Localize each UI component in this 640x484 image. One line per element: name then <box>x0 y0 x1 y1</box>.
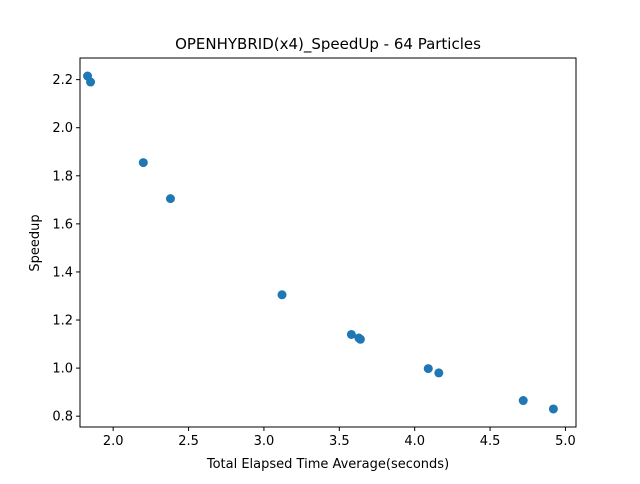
x-tick-label: 2.5 <box>178 434 199 449</box>
plot-area <box>83 71 558 414</box>
data-point <box>518 396 528 406</box>
x-tick-label: 4.5 <box>480 434 501 449</box>
y-axis: 0.8 1.0 1.2 1.4 1.6 1.8 2.0 2.2 <box>52 73 80 425</box>
x-tick-label: 3.0 <box>254 434 275 449</box>
chart-title: OPENHYBRID(x4)_SpeedUp - 64 Particles <box>175 35 481 54</box>
x-tick-label: 4.0 <box>404 434 425 449</box>
data-point <box>355 334 365 344</box>
y-tick-label: 1.8 <box>52 169 73 184</box>
x-tick-label: 5.0 <box>555 434 576 449</box>
data-point <box>277 290 287 300</box>
data-point <box>434 368 444 378</box>
data-point <box>86 77 96 87</box>
data-point <box>165 194 175 204</box>
x-axis-label: Total Elapsed Time Average(seconds) <box>206 457 449 472</box>
data-point <box>346 329 356 339</box>
axes-frame <box>79 57 577 428</box>
y-tick-label: 2.2 <box>52 73 73 88</box>
x-axis: 2.0 2.5 3.0 3.5 4.0 4.5 5.0 <box>103 427 576 449</box>
y-tick-label: 1.0 <box>52 362 73 377</box>
x-tick-label: 3.5 <box>329 434 350 449</box>
y-tick-label: 1.2 <box>52 314 73 329</box>
data-point <box>423 364 433 374</box>
data-point <box>138 158 148 168</box>
y-tick-label: 2.0 <box>52 121 73 136</box>
y-tick-label: 1.6 <box>52 217 73 232</box>
data-point <box>548 404 558 414</box>
x-tick-label: 2.0 <box>103 434 124 449</box>
y-tick-label: 0.8 <box>52 410 73 425</box>
y-axis-label: Speedup <box>28 214 43 271</box>
y-tick-label: 1.4 <box>52 265 73 280</box>
